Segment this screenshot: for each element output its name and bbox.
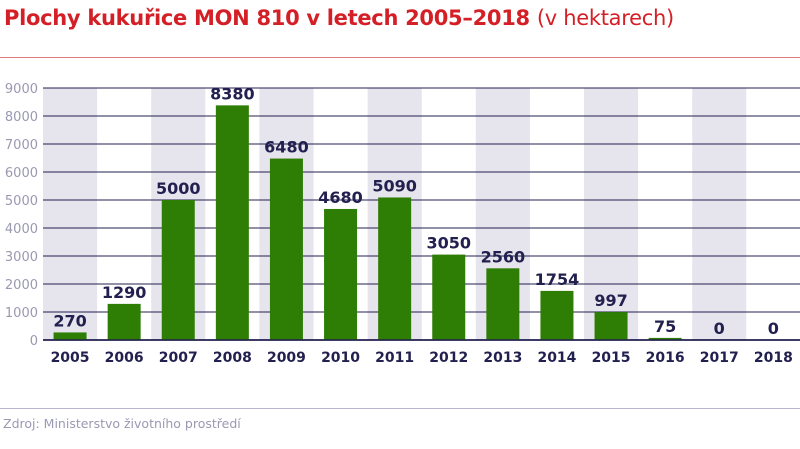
column-band [692,88,747,340]
y-tick-label: 9000 [5,82,38,97]
column-band [43,88,98,340]
x-tick-label: 2014 [537,350,576,366]
data-label: 270 [53,311,86,330]
data-label: 3050 [426,234,471,253]
y-tick-label: 0 [30,334,38,349]
data-label: 0 [768,319,779,338]
y-tick-label: 7000 [5,138,38,153]
data-label: 1754 [535,270,580,289]
data-label: 0 [714,319,725,338]
data-label: 1290 [102,283,147,302]
x-tick-label: 2015 [592,350,631,366]
source-note: Zdroj: Ministerstvo životního prostředí [3,416,241,431]
x-tick-label: 2009 [267,350,306,366]
bar [648,337,682,340]
x-tick-label: 2008 [213,350,252,366]
bar [486,268,520,340]
data-label: 5090 [372,176,417,195]
data-label: 5000 [156,179,201,198]
bar [107,303,141,340]
bar [540,290,574,340]
bar [215,105,249,340]
x-tick-label: 2018 [754,350,793,366]
data-label: 75 [654,317,676,336]
y-tick-label: 5000 [5,194,38,209]
bar [594,312,628,340]
x-tick-label: 2016 [646,350,685,366]
x-tick-label: 2010 [321,350,360,366]
chart-title: Plochy kukuřice MON 810 v letech 2005–20… [4,6,674,30]
bar [53,332,87,340]
bar [378,197,412,340]
x-tick-label: 2005 [51,350,90,366]
bar-chart: 0 1000 2000 3000 4000 5000 6000 7000 8000 9000 270… [5,82,800,366]
y-tick-label: 4000 [5,222,38,237]
column-band [584,88,639,340]
data-label: 6480 [264,138,309,157]
title-main: Plochy kukuřice MON 810 v letech 2005–20… [4,6,530,30]
y-tick-label: 6000 [5,166,38,181]
title-subtitle: (v hektarech) [536,6,674,30]
y-tick-label: 2000 [5,278,38,293]
data-label: 4680 [318,188,363,207]
footer-divider [0,408,800,409]
x-tick-label: 2012 [429,350,468,366]
x-tick-label: 2006 [105,350,144,366]
x-tick-label: 2011 [375,350,414,366]
bar [161,200,195,340]
bar [269,158,303,340]
bar [432,254,466,340]
y-tick-label: 8000 [5,110,38,125]
data-label: 997 [594,291,627,310]
bar [324,208,358,340]
y-tick-label: 3000 [5,250,38,265]
x-tick-label: 2007 [159,350,198,366]
y-tick-label: 1000 [5,306,38,321]
title-separator [0,57,800,58]
x-tick-label: 2013 [483,350,522,366]
x-tick-label: 2017 [700,350,739,366]
data-label: 2560 [481,247,526,266]
data-label: 8380 [210,84,255,103]
